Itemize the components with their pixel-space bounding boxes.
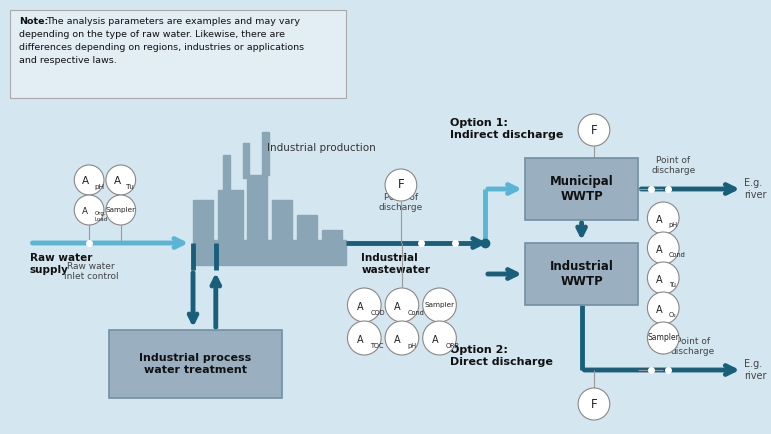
Polygon shape: [243, 143, 250, 178]
Text: A: A: [432, 335, 439, 345]
Text: Cond: Cond: [668, 252, 685, 258]
Polygon shape: [272, 200, 292, 240]
Text: Point of
discharge: Point of discharge: [651, 156, 695, 175]
Circle shape: [648, 202, 679, 234]
Polygon shape: [297, 215, 317, 240]
Polygon shape: [322, 230, 342, 240]
Circle shape: [385, 169, 417, 201]
Text: Municipal
WWTP: Municipal WWTP: [550, 175, 614, 203]
Text: A: A: [395, 335, 401, 345]
Text: Org.
Load: Org. Load: [94, 211, 107, 222]
Text: Option 1:
Indirect discharge: Option 1: Indirect discharge: [450, 118, 564, 140]
Text: Sampler: Sampler: [425, 302, 455, 308]
Circle shape: [648, 292, 679, 324]
Circle shape: [648, 232, 679, 264]
Text: Industrial
wastewater: Industrial wastewater: [362, 253, 430, 275]
Text: Industrial production: Industrial production: [268, 143, 376, 153]
Circle shape: [385, 321, 419, 355]
Text: A: A: [357, 335, 363, 345]
Text: A: A: [656, 245, 662, 255]
Circle shape: [578, 114, 610, 146]
Text: Point of
discharge: Point of discharge: [671, 337, 715, 356]
Circle shape: [423, 288, 456, 322]
Text: O₂: O₂: [668, 312, 676, 318]
Text: and respective laws.: and respective laws.: [19, 56, 116, 65]
Text: pH: pH: [408, 343, 417, 349]
Text: A: A: [113, 177, 120, 187]
Text: COD: COD: [370, 309, 385, 316]
Text: A: A: [656, 275, 662, 285]
Text: F: F: [591, 124, 598, 137]
Circle shape: [106, 165, 136, 195]
Text: Raw water
inlet control: Raw water inlet control: [64, 262, 119, 281]
Text: pH: pH: [94, 184, 104, 190]
Text: Industrial
WWTP: Industrial WWTP: [550, 260, 614, 288]
Circle shape: [648, 322, 679, 354]
Text: differences depending on regions, industries or applications: differences depending on regions, indust…: [19, 43, 304, 52]
Text: A: A: [656, 305, 662, 315]
Text: depending on the type of raw water. Likewise, there are: depending on the type of raw water. Like…: [19, 30, 284, 39]
Text: F: F: [398, 178, 404, 191]
Text: E.g.
river: E.g. river: [745, 359, 767, 381]
Text: A: A: [395, 302, 401, 312]
Text: E.g.
river: E.g. river: [745, 178, 767, 200]
Text: Sampler: Sampler: [648, 333, 679, 342]
Text: Sampler: Sampler: [106, 207, 136, 213]
Circle shape: [648, 262, 679, 294]
Text: A: A: [82, 177, 89, 187]
Polygon shape: [193, 240, 346, 265]
Polygon shape: [262, 132, 269, 175]
Circle shape: [578, 388, 610, 420]
Text: F: F: [591, 398, 598, 411]
Polygon shape: [247, 175, 268, 240]
Text: pH: pH: [668, 222, 678, 228]
FancyBboxPatch shape: [524, 243, 638, 305]
Circle shape: [106, 195, 136, 225]
Polygon shape: [193, 200, 213, 240]
Circle shape: [348, 321, 381, 355]
Text: A: A: [656, 214, 662, 225]
Text: ORP: ORP: [446, 343, 459, 349]
Text: The analysis parameters are examples and may vary: The analysis parameters are examples and…: [46, 17, 301, 26]
Text: Tu: Tu: [126, 184, 134, 190]
Text: Tu: Tu: [668, 282, 676, 288]
Circle shape: [423, 321, 456, 355]
Circle shape: [348, 288, 381, 322]
Circle shape: [74, 165, 104, 195]
Polygon shape: [217, 190, 243, 240]
FancyBboxPatch shape: [10, 10, 346, 98]
Text: Raw water
supply: Raw water supply: [30, 253, 92, 275]
Text: Industrial process
water treatment: Industrial process water treatment: [140, 353, 251, 375]
Polygon shape: [223, 155, 230, 190]
Text: A: A: [357, 302, 363, 312]
Text: Note:: Note:: [19, 17, 48, 26]
Circle shape: [385, 288, 419, 322]
Text: Option 2:
Direct discharge: Option 2: Direct discharge: [450, 345, 554, 367]
Text: Point of
discharge: Point of discharge: [379, 193, 423, 212]
Text: TOC: TOC: [370, 343, 384, 349]
Text: Cond: Cond: [408, 309, 425, 316]
FancyBboxPatch shape: [524, 158, 638, 220]
Circle shape: [74, 195, 104, 225]
FancyBboxPatch shape: [109, 330, 282, 398]
Text: A: A: [82, 207, 89, 216]
